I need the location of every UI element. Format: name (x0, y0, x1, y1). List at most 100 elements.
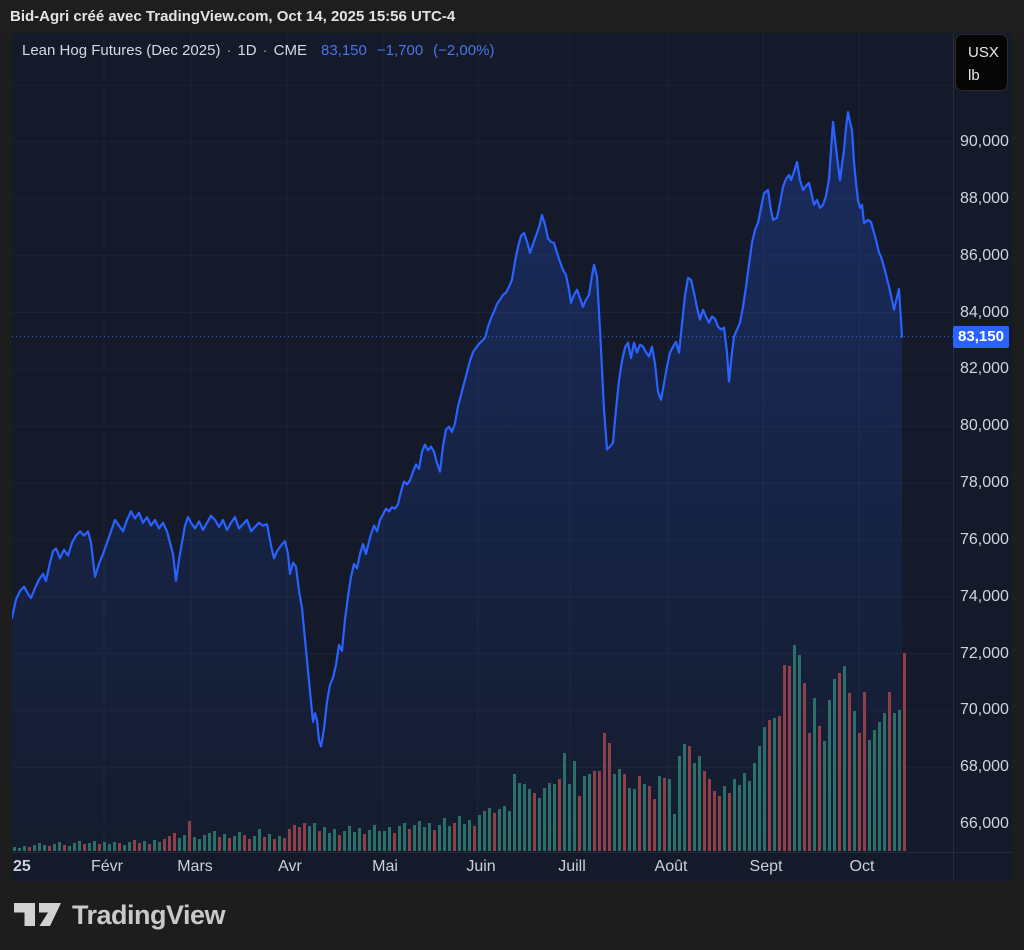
chart-widget: Lean Hog Futures (Dec 2025) · 1D · CME 83,150… (12, 33, 1012, 881)
volume-bar (178, 838, 181, 851)
price-tick-label: 70,000 (960, 701, 1009, 718)
volume-bar (268, 834, 271, 851)
volume-bar (283, 838, 286, 851)
volume-bar (498, 809, 501, 851)
volume-bar (848, 693, 851, 851)
volume-bar (628, 788, 631, 851)
volume-bar (478, 815, 481, 851)
volume-bar (228, 838, 231, 851)
volume-bar (718, 796, 721, 851)
volume-bar (743, 773, 746, 851)
volume-bar (453, 823, 456, 851)
volume-bar (773, 718, 776, 851)
time-tick-label: Févr (91, 858, 123, 875)
volume-bar (128, 842, 131, 851)
volume-bar (73, 843, 76, 851)
volume-bar (788, 666, 791, 851)
volume-bar (613, 774, 616, 851)
volume-bar (153, 840, 156, 851)
volume-bar (413, 825, 416, 851)
volume-bar (873, 730, 876, 851)
volume-bar (88, 843, 91, 851)
time-tick-label: Avr (278, 858, 302, 875)
volume-bar (378, 831, 381, 851)
volume-bar (93, 841, 96, 851)
unit-currency-box[interactable]: USX lb (955, 34, 1008, 91)
volume-bar (63, 845, 66, 851)
volume-bar (658, 776, 661, 851)
volume-bar (318, 831, 321, 851)
volume-bar (618, 769, 621, 851)
unit-measure-label: lb (968, 67, 980, 84)
volume-bar (328, 833, 331, 851)
volume-bar (638, 776, 641, 851)
unit-currency-label: USX (968, 44, 999, 61)
separator-dot: · (262, 42, 268, 59)
volume-bar (548, 783, 551, 851)
volume-bar (868, 740, 871, 851)
volume-bar (733, 779, 736, 851)
volume-bar (23, 846, 26, 851)
volume-bar (118, 843, 121, 851)
price-tick-label: 68,000 (960, 758, 1009, 775)
price-tick-label: 80,000 (960, 417, 1009, 434)
volume-bar (168, 836, 171, 851)
volume-bar (538, 798, 541, 851)
volume-bar (433, 830, 436, 851)
volume-bar (428, 823, 431, 851)
volume-bar (723, 786, 726, 851)
volume-bar (678, 756, 681, 851)
volume-bar (258, 829, 261, 851)
top-attribution-bar: Bid-Agri créé avec TradingView.com, Oct … (0, 0, 1024, 33)
volume-bar (468, 820, 471, 851)
volume-bar (188, 821, 191, 851)
volume-bar (858, 733, 861, 851)
price-chart-canvas[interactable] (12, 33, 953, 852)
volume-bar (373, 825, 376, 851)
time-tick-label: 25 (13, 858, 31, 875)
volume-bar (598, 771, 601, 851)
volume-bar (833, 679, 836, 851)
volume-bar (313, 823, 316, 851)
volume-bar (238, 832, 241, 851)
volume-bar (813, 698, 816, 851)
time-tick-label: Juill (558, 858, 586, 875)
chart-legend-header[interactable]: Lean Hog Futures (Dec 2025) · 1D · CME 83,150… (22, 42, 494, 59)
volume-bar (493, 813, 496, 851)
volume-bar (193, 837, 196, 851)
volume-bar (503, 806, 506, 851)
volume-bar (558, 779, 561, 851)
volume-bar (668, 779, 671, 851)
last-price-value: 83,150 (320, 42, 367, 59)
volume-bar (333, 829, 336, 851)
separator-dot: · (226, 42, 232, 59)
interval-label[interactable]: 1D (237, 42, 257, 59)
volume-bar (348, 826, 351, 851)
volume-bar (528, 789, 531, 851)
price-tick-label: 86,000 (960, 247, 1009, 264)
volume-bar (688, 746, 691, 851)
volume-bar (903, 653, 906, 851)
volume-bar (778, 716, 781, 851)
volume-bar (853, 711, 856, 851)
volume-bar (438, 825, 441, 851)
volume-bar (48, 846, 51, 851)
volume-bar (863, 692, 866, 851)
volume-bar (398, 826, 401, 851)
volume-bar (123, 845, 126, 851)
volume-bar (583, 776, 586, 851)
volume-bar (488, 808, 491, 851)
volume-bar (388, 827, 391, 851)
tradingview-logo[interactable]: TradingView (14, 898, 226, 932)
symbol-title[interactable]: Lean Hog Futures (Dec 2025) (22, 42, 221, 59)
volume-bar (278, 836, 281, 851)
time-axis[interactable]: 25 Févr Mars Avr Mai Juin Juill Août Sept Oct (12, 853, 953, 881)
volume-bar (208, 833, 211, 851)
volume-bar (308, 826, 311, 851)
volume-bar (753, 763, 756, 851)
volume-bar (758, 746, 761, 851)
volume-bar (13, 847, 16, 851)
volume-bar (418, 821, 421, 851)
volume-bar (423, 827, 426, 851)
time-tick-label: Juin (466, 858, 496, 875)
